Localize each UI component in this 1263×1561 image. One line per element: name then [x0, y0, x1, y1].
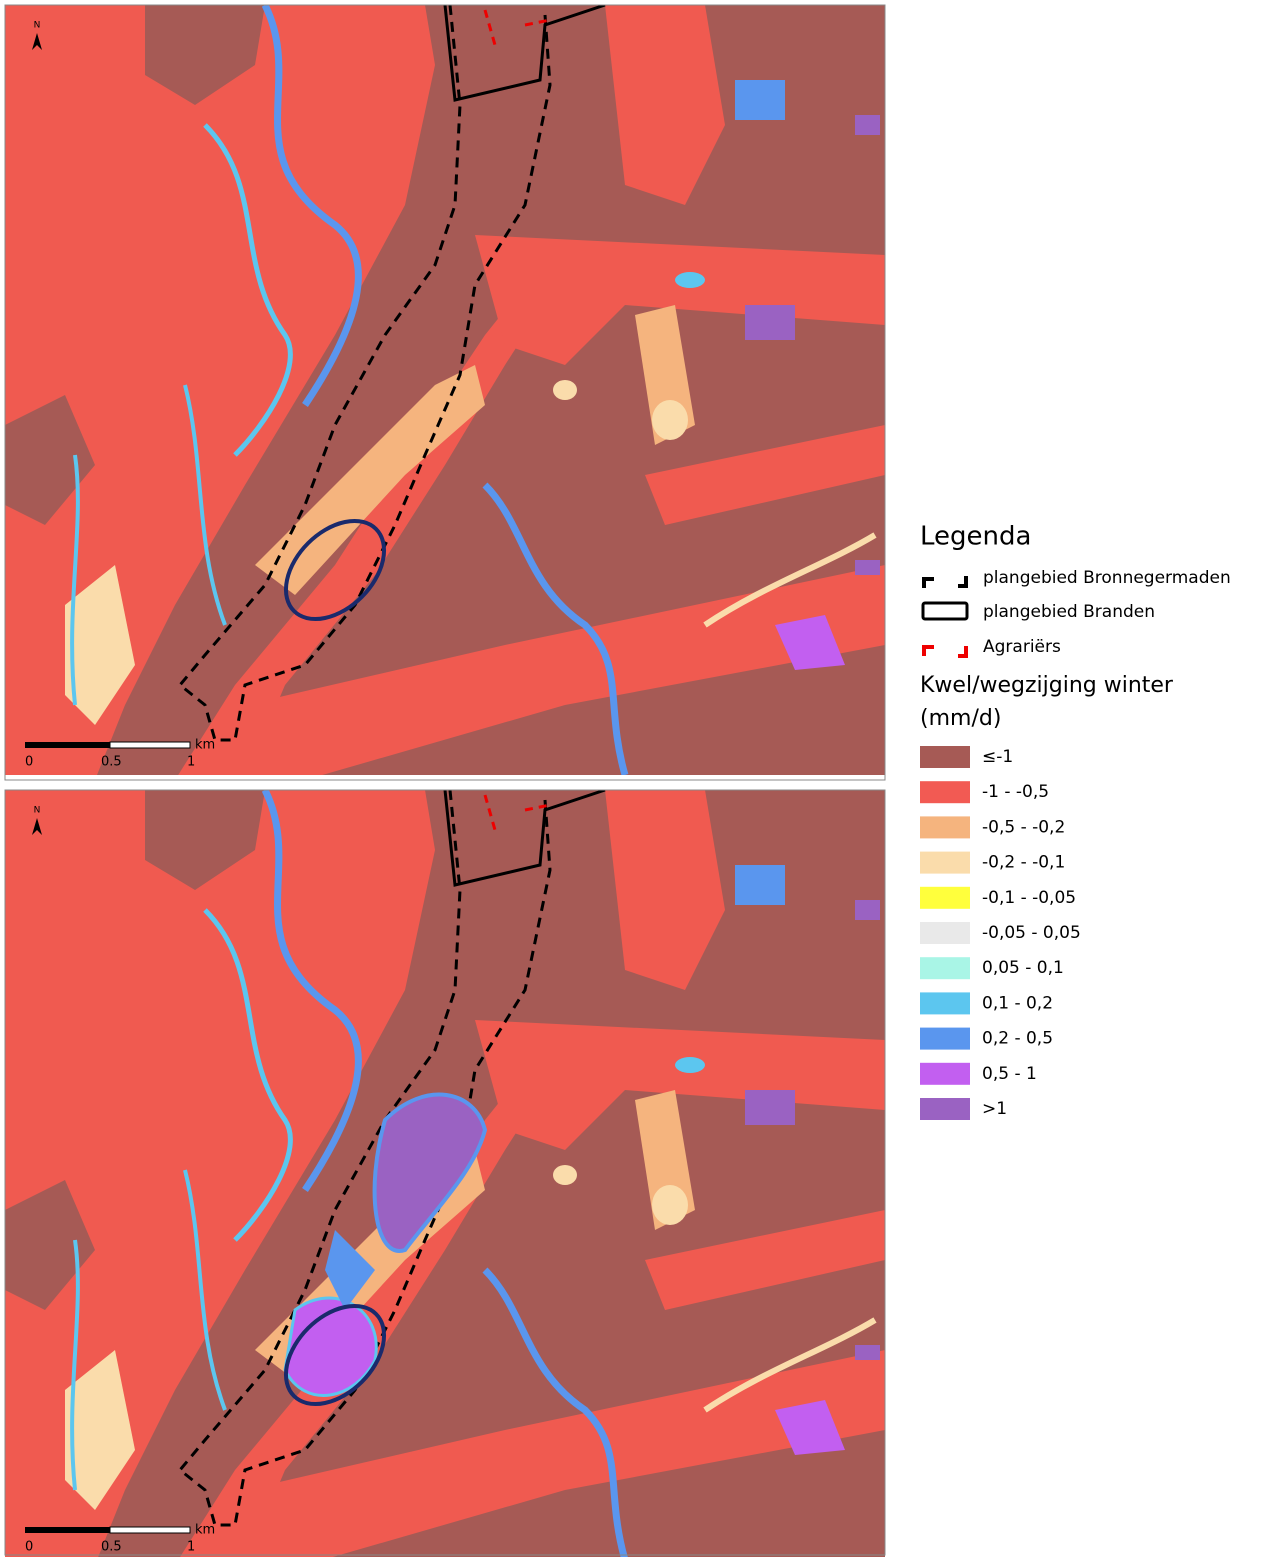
legend-swatch — [920, 1063, 970, 1085]
legend-swatch — [920, 1028, 970, 1050]
legend-swatch — [920, 852, 970, 874]
legend-label: 0,1 - 0,2 — [982, 993, 1053, 1013]
legend-label: ≤-1 — [982, 747, 1013, 767]
legend-unit: (mm/d) — [920, 706, 1001, 731]
scale-label: 0.5 — [101, 755, 122, 770]
legend-swatch — [920, 992, 970, 1014]
map-top: 0 0.5 1 km — [5, 5, 885, 780]
legend-label: plangebied Bronnegermaden — [983, 568, 1231, 588]
legend-label: 0,5 - 1 — [982, 1064, 1037, 1084]
legend: Legenda plangebied Bronnegermaden plange… — [920, 522, 1231, 1121]
legend-label: plangebied Branden — [983, 602, 1155, 622]
scale-unit: km — [195, 1523, 215, 1538]
scale-label: 1 — [187, 1540, 195, 1555]
legend-swatch — [920, 746, 970, 768]
legend-label: 0,05 - 0,1 — [982, 958, 1064, 978]
legend-swatch — [920, 957, 970, 979]
legend-label: Agrariërs — [983, 637, 1061, 657]
legend-swatch — [920, 1098, 970, 1120]
legend-label: -1 - -0,5 — [982, 782, 1049, 802]
legend-label: 0,2 - 0,5 — [982, 1029, 1053, 1049]
map-bottom: 0 0.5 1 km — [5, 790, 885, 1557]
legend-label: -0,2 - -0,1 — [982, 853, 1065, 873]
legend-label: >1 — [982, 1099, 1007, 1119]
legend-swatch — [920, 922, 970, 944]
scale-label: 0 — [25, 755, 33, 770]
legend-title: Legenda — [920, 522, 1031, 552]
legend-label: -0,1 - -0,05 — [982, 888, 1076, 908]
legend-swatch — [920, 887, 970, 909]
legend-swatch — [920, 816, 970, 838]
scale-label: 1 — [187, 755, 195, 770]
legend-label: -0,05 - 0,05 — [982, 923, 1081, 943]
scale-label: 0 — [25, 1540, 33, 1555]
page: N 0 0.5 1 km 0 0.5 1 km Legenda plangebi… — [0, 0, 1263, 1557]
legend-swatch — [920, 781, 970, 803]
scale-unit: km — [195, 738, 215, 753]
scale-label: 0.5 — [101, 1540, 122, 1555]
legend-subtitle: Kwel/wegzijging winter — [920, 673, 1174, 698]
legend-label: -0,5 - -0,2 — [982, 817, 1065, 837]
